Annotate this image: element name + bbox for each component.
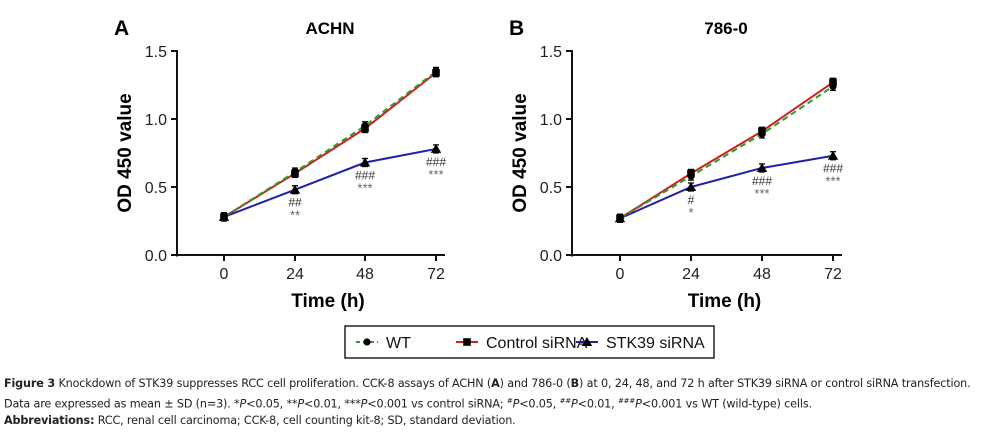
data-point-marker (218, 211, 230, 221)
caption-p: P (635, 397, 642, 411)
series-line-control-sirna (223, 71, 437, 218)
x-tick-label: 24 (682, 266, 700, 283)
series-line-stk39-sirna (619, 154, 834, 220)
y-tick-label: 0.0 (540, 248, 562, 265)
caption-text: ) at 0, 24, 48, and 72 h after STK39 siR… (4, 377, 971, 411)
x-axis-title: Time (h) (291, 291, 365, 312)
y-tick-label: 1.0 (145, 112, 167, 129)
data-point-marker (614, 213, 626, 223)
significance-hash: ### (355, 169, 375, 183)
significance-hash: ## (288, 196, 302, 210)
caption-text: <0.05, ** (246, 397, 298, 411)
x-tick-label: 0 (616, 266, 625, 283)
caption-hash: # (506, 396, 513, 405)
data-point-marker (432, 68, 440, 77)
series-line-wt (619, 85, 834, 220)
data-point-marker (756, 162, 768, 172)
legend-swatch-marker (463, 338, 471, 346)
legend-label: STK39 siRNA (606, 335, 705, 352)
data-point-marker (359, 157, 371, 167)
x-axis-title: Time (h) (688, 291, 762, 312)
significance-star: *** (357, 181, 372, 196)
y-tick-label: 0.5 (540, 180, 562, 197)
y-tick-label: 1.5 (145, 44, 167, 61)
legend-label: Control siRNA (486, 335, 588, 352)
panel-label: A (114, 17, 129, 40)
data-point-marker (289, 184, 301, 194)
legend: WT Control siRNA STK39 siRNA (344, 325, 715, 359)
significance-star: * (688, 205, 693, 220)
data-point-marker (758, 127, 766, 136)
legend-box (344, 325, 715, 359)
caption-text: Knockdown of STK39 suppresses RCC cell p… (55, 377, 492, 390)
data-point-marker (430, 143, 442, 153)
significance-hash: ### (426, 155, 446, 169)
data-point-marker (291, 169, 299, 178)
series-line-control-sirna (619, 81, 834, 220)
significance-hash: # (688, 193, 695, 207)
significance-hash: ### (823, 162, 843, 176)
caption-text: <0.01, *** (303, 397, 361, 411)
y-axis-title: OD 450 value (510, 93, 531, 212)
legend-swatch-marker (363, 338, 371, 346)
caption-p: P (239, 397, 247, 411)
figure: A ACHN 0.0 0.5 1.0 1.5 0 24 48 72 Time (h) OD 450 v… (114, 17, 843, 359)
caption-panel-a: A (491, 377, 500, 390)
series-line-stk39-sirna (223, 147, 437, 218)
data-point-marker (827, 150, 839, 160)
x-tick-label: 0 (220, 266, 229, 283)
legend-label: WT (386, 335, 411, 352)
data-point-marker (685, 182, 697, 191)
panel-b-786-0: B 786-0 0.0 0.5 1.0 1.5 0 24 48 72 Time (h) OD 450 … (509, 17, 843, 312)
caption-text: <0.05, (519, 397, 560, 411)
legend-swatch-marker (581, 337, 593, 346)
x-tick-label: 48 (753, 266, 771, 283)
significance-star: *** (754, 186, 769, 201)
y-tick-label: 0.0 (145, 248, 167, 265)
panel-label: B (509, 17, 524, 40)
y-axis-title: OD 450 value (115, 93, 136, 212)
caption-panel-b: B (570, 377, 580, 390)
caption-text: <0.001 vs WT (wild-type) cells. (641, 397, 812, 411)
caption-hash: ### (617, 396, 636, 405)
x-tick-label: 72 (427, 266, 445, 283)
x-tick-label: 48 (356, 266, 374, 283)
chart-title: 786-0 (704, 19, 747, 38)
caption-p: P (512, 397, 520, 411)
caption-text: <0.01, (577, 397, 618, 411)
caption-p: P (297, 397, 304, 411)
significance-star: *** (428, 167, 443, 182)
x-tick-label: 24 (286, 266, 304, 283)
significance-star: *** (825, 174, 840, 189)
data-point-marker (361, 124, 369, 133)
caption-text: ) and 786-0 ( (499, 377, 571, 390)
abbreviations-text: RCC, renal cell carcinoma; CCK-8, cell c… (94, 413, 516, 427)
caption-text: <0.001 vs control siRNA; (367, 397, 507, 411)
y-tick-label: 1.0 (540, 112, 562, 129)
y-tick-label: 1.5 (540, 44, 562, 61)
chart-title: ACHN (305, 19, 354, 38)
series-line-wt (223, 70, 437, 218)
figure-caption: Figure 3 Knockdown of STK39 suppresses R… (4, 376, 994, 429)
panel-a-achn: A ACHN 0.0 0.5 1.0 1.5 0 24 48 72 Time (h) OD 450 v… (114, 17, 446, 312)
figure-label: Figure 3 (4, 377, 56, 390)
caption-hash: ## (559, 396, 572, 405)
caption-p: P (360, 397, 368, 411)
data-point-marker (687, 169, 695, 178)
y-tick-label: 0.5 (145, 180, 167, 197)
significance-star: ** (290, 208, 300, 223)
caption-p: P (571, 397, 578, 411)
data-point-marker (829, 78, 837, 87)
x-tick-label: 72 (824, 266, 842, 283)
abbreviations-label: Abbreviations: (4, 413, 95, 427)
significance-hash: ### (752, 174, 772, 188)
